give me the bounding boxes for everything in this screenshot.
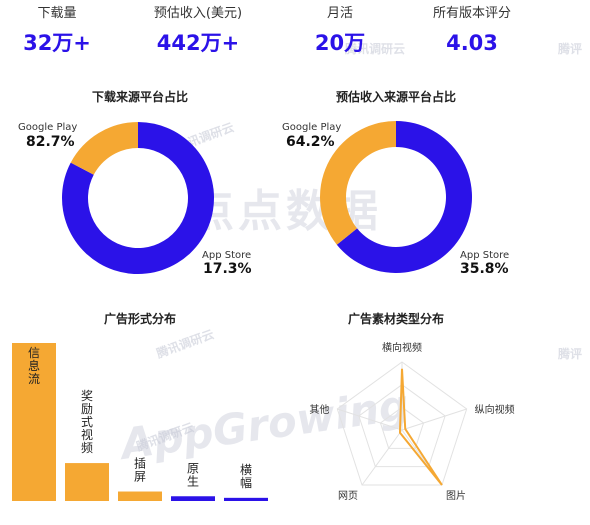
stat-value: 20万	[314, 31, 366, 55]
radar-axis-label-0: 横向视频	[382, 341, 422, 354]
stat-label: 月活	[326, 6, 353, 21]
bar-0	[12, 343, 56, 501]
stat-rating: 所有版本评分 4.03	[402, 6, 542, 55]
radar-grid-ring	[358, 384, 446, 468]
stat-revenue: 预估收入(美元) 442万+	[128, 6, 268, 55]
radar-grid-ring	[336, 361, 468, 486]
donut1-as-value: 17.3%	[203, 261, 252, 277]
donut2-gp-value: 64.2%	[286, 134, 335, 150]
stat-label: 预估收入(美元)	[153, 6, 243, 21]
donut2-as-value: 35.8%	[460, 261, 509, 277]
radar-axis-label-3: 网页	[338, 490, 358, 502]
bar-1	[65, 463, 109, 501]
stat-mau: 月活 20万	[270, 6, 410, 55]
bar-label-2: 插	[134, 457, 146, 471]
bar-label-char: 屏	[134, 470, 146, 484]
donut2-gp-label: Google Play	[282, 122, 342, 133]
donut-download-slice-1	[70, 122, 138, 175]
bar-label-char: 式	[81, 415, 93, 429]
stat-value: 4.03	[446, 31, 498, 55]
stat-label: 下载量	[37, 6, 77, 21]
bar-label-0: 信	[28, 346, 40, 360]
bar-label-4: 横	[240, 463, 252, 477]
chart-title-creative-type: 广告素材类型分布	[347, 312, 444, 326]
donut2-as-label: App Store	[460, 250, 510, 261]
bar-label-char: 视	[81, 427, 93, 442]
bar-2	[118, 491, 162, 501]
bar-3	[171, 496, 215, 501]
stat-value: 32万+	[23, 31, 91, 55]
bar-label-char: 流	[28, 372, 40, 386]
donut-revenue-slice-0	[336, 121, 473, 274]
bar-label-3: 原	[187, 461, 199, 475]
radar-spoke	[361, 429, 403, 486]
bar-4	[224, 497, 268, 501]
radar-axis-label-4: 其他	[309, 403, 329, 416]
bar-label-char: 频	[81, 441, 93, 455]
radar-axis-label-1: 纵向视频	[475, 403, 515, 416]
bar-label-1: 奖	[81, 389, 93, 403]
stat-label: 所有版本评分	[432, 6, 511, 21]
bar-label-char: 励	[81, 402, 93, 416]
donut-revenue-slice-1	[320, 121, 396, 245]
bar-label-char: 幅	[240, 475, 252, 490]
donut-download-slice-0	[62, 122, 215, 274]
bar-label-char: 息	[28, 358, 40, 373]
bar-label-char: 生	[187, 474, 199, 488]
chart-title-ad-format: 广告形式分布	[103, 312, 176, 326]
radar-spoke	[337, 408, 403, 431]
donut1-as-label: App Store	[202, 250, 252, 261]
stat-value: 442万+	[156, 31, 240, 55]
donut1-gp-value: 82.7%	[26, 134, 75, 150]
chart-title-revenue-platform: 预估收入来源平台占比	[335, 90, 456, 104]
stat-downloads: 下载量 32万+	[0, 6, 127, 55]
radar-axis-label-2: 图片	[446, 489, 466, 502]
radar-series-line	[398, 368, 443, 486]
chart-title-download-platform: 下载来源平台占比	[91, 90, 188, 104]
radar-grid-ring	[379, 406, 425, 449]
donut1-gp-label: Google Play	[18, 122, 78, 133]
radar-spoke	[401, 408, 467, 431]
